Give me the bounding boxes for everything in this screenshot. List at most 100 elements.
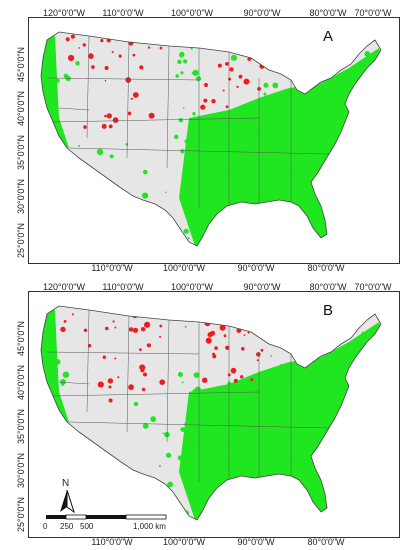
green-patch	[218, 206, 223, 211]
green-patch	[36, 66, 38, 68]
green-patch	[349, 377, 355, 383]
green-patch	[166, 452, 172, 458]
scale-bar-graphic	[46, 514, 167, 520]
green-patch	[322, 250, 325, 253]
green-patch	[205, 141, 209, 146]
green-patch	[384, 92, 389, 97]
green-patch	[368, 308, 372, 312]
green-patch	[329, 113, 332, 116]
green-patch	[285, 523, 287, 525]
red-patch	[97, 381, 104, 388]
green-patch	[276, 332, 278, 335]
green-patch	[100, 215, 105, 220]
green-patch	[265, 326, 269, 329]
green-patch	[263, 402, 268, 406]
green-patch	[247, 243, 250, 246]
scale-tick: 250	[60, 522, 74, 531]
red-patch	[144, 321, 151, 328]
green-patch	[85, 251, 91, 257]
red-patch	[225, 345, 230, 350]
green-patch	[251, 310, 258, 317]
green-patch	[378, 466, 381, 473]
green-patch	[263, 92, 267, 96]
green-patch	[41, 504, 46, 511]
green-patch	[188, 457, 192, 461]
red-patch	[104, 114, 107, 118]
green-patch	[212, 422, 216, 426]
green-patch	[316, 119, 319, 123]
green-patch	[280, 243, 284, 246]
us-outline	[40, 31, 382, 247]
green-patch	[110, 301, 112, 303]
green-patch	[261, 27, 263, 29]
green-patch	[330, 481, 336, 487]
green-patch	[352, 121, 357, 125]
red-patch	[217, 63, 222, 68]
green-patch	[238, 459, 244, 466]
red-patch	[159, 324, 163, 328]
green-patch	[204, 461, 207, 463]
lat-label: 25°0'0"N	[16, 222, 26, 258]
green-patch	[194, 439, 197, 443]
red-patch	[243, 78, 250, 85]
red-patch	[146, 343, 151, 348]
green-patch	[375, 504, 379, 508]
panel-label: B	[323, 302, 334, 319]
red-patch	[256, 352, 261, 357]
green-patch	[301, 225, 305, 229]
green-patch	[41, 97, 44, 101]
green-patch	[324, 98, 330, 104]
green-patch	[200, 422, 203, 425]
green-patch	[180, 427, 186, 432]
green-patch	[66, 28, 68, 30]
green-patch	[236, 43, 242, 50]
green-patch	[343, 336, 348, 340]
top-lon-label: 70°0'0"W	[354, 8, 392, 18]
green-patch	[254, 172, 258, 176]
green-patch	[35, 34, 38, 37]
red-patch	[228, 77, 232, 81]
green-patch	[194, 386, 201, 393]
green-patch	[386, 393, 391, 398]
green-patch	[201, 241, 204, 244]
red-patch	[140, 327, 146, 332]
bottom-lon-label: 110°0'0"W	[91, 537, 133, 547]
green-patch	[196, 400, 198, 403]
green-patch	[286, 223, 289, 227]
red-patch	[112, 320, 115, 323]
map-frame: B N 0 250 500 1,000 km	[28, 291, 400, 538]
green-patch	[376, 208, 379, 211]
green-patch	[224, 471, 228, 475]
green-patch	[269, 318, 275, 324]
bottom-lon-label: 110°0'0"W	[91, 263, 133, 273]
green-patch	[367, 511, 373, 516]
red-patch	[262, 50, 265, 53]
green-patch	[311, 163, 315, 167]
red-patch	[88, 53, 94, 59]
red-patch	[250, 378, 254, 382]
red-patch	[202, 377, 208, 383]
green-patch	[285, 490, 289, 494]
green-patch	[369, 145, 372, 148]
green-patch	[355, 462, 357, 465]
green-patch	[302, 471, 306, 475]
green-patch	[304, 197, 311, 205]
map-panel-a: 120°0'0"W 110°0'0"W 100°0'0"W 90°0'0"W 8…	[4, 8, 408, 273]
green-patch	[47, 49, 50, 52]
red-patch	[128, 384, 134, 391]
green-patch	[311, 507, 317, 513]
green-patch	[319, 46, 326, 53]
green-patch	[248, 114, 255, 120]
green-patch	[335, 181, 339, 184]
green-patch	[346, 83, 349, 87]
red-patch	[229, 67, 234, 72]
red-patch	[118, 54, 122, 58]
green-patch	[235, 507, 241, 514]
green-patch	[190, 39, 194, 42]
green-patch	[356, 109, 359, 112]
green-patch	[301, 108, 305, 112]
red-patch	[139, 65, 144, 70]
red-patch	[71, 313, 74, 316]
green-patch	[348, 34, 351, 37]
green-patch	[85, 233, 88, 237]
